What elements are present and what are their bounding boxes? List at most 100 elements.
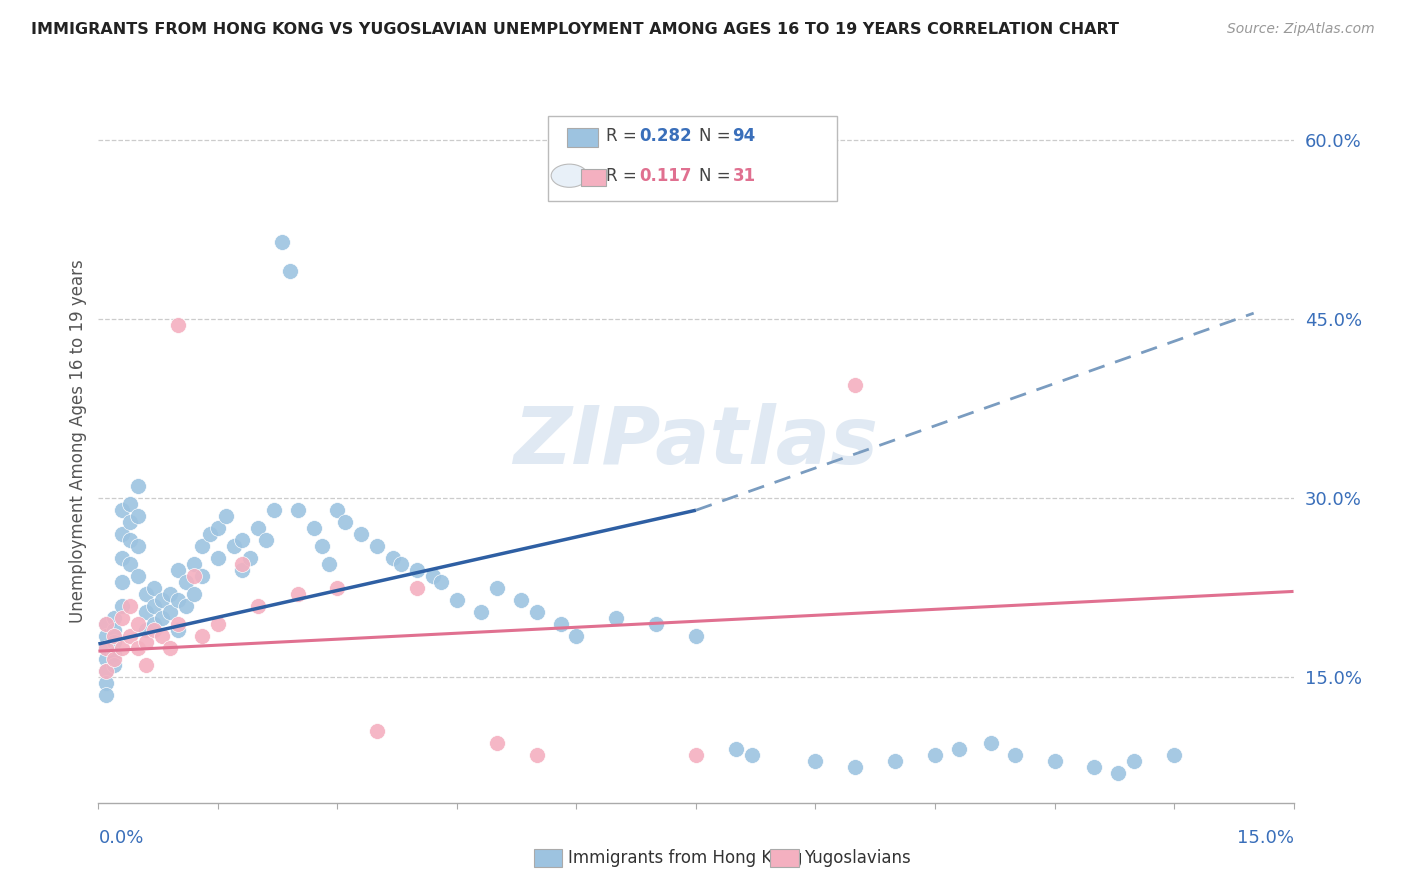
Point xyxy=(804,754,827,768)
Point xyxy=(111,599,134,613)
Point xyxy=(183,569,205,583)
Text: Immigrants from Hong Kong: Immigrants from Hong Kong xyxy=(568,849,803,867)
Point xyxy=(135,605,157,619)
Point xyxy=(159,605,181,619)
Point xyxy=(127,569,149,583)
Point xyxy=(741,747,763,762)
Point xyxy=(924,747,946,762)
Point xyxy=(550,616,572,631)
Point xyxy=(96,689,118,703)
Point xyxy=(191,569,214,583)
Point xyxy=(120,557,142,571)
Point xyxy=(430,574,453,589)
Point xyxy=(120,629,142,643)
Point xyxy=(103,647,125,661)
Point xyxy=(111,527,134,541)
Point xyxy=(215,509,238,524)
Point xyxy=(318,557,340,571)
Text: N =: N = xyxy=(699,128,735,145)
Point xyxy=(167,318,190,332)
Point xyxy=(127,479,149,493)
Point xyxy=(111,551,134,566)
Point xyxy=(422,569,444,583)
Point xyxy=(143,581,166,595)
Point xyxy=(135,634,157,648)
Point xyxy=(526,747,548,762)
Point xyxy=(246,599,269,613)
Point xyxy=(1123,754,1146,768)
Point xyxy=(174,574,197,589)
Text: ZIPatlas: ZIPatlas xyxy=(513,402,879,481)
Text: Yugoslavians: Yugoslavians xyxy=(804,849,911,867)
Point xyxy=(183,587,205,601)
Point xyxy=(485,736,508,750)
Point xyxy=(143,599,166,613)
Text: R =: R = xyxy=(606,167,643,185)
Point xyxy=(254,533,277,547)
Point xyxy=(326,581,349,595)
Point xyxy=(844,377,866,392)
Point xyxy=(366,539,388,553)
Point xyxy=(287,503,309,517)
Point xyxy=(183,557,205,571)
Point xyxy=(143,616,166,631)
Point xyxy=(127,640,149,655)
Point xyxy=(1107,766,1129,780)
Point xyxy=(287,587,309,601)
Point xyxy=(326,503,349,517)
Point xyxy=(96,665,118,679)
Point xyxy=(150,610,173,624)
Text: IMMIGRANTS FROM HONG KONG VS YUGOSLAVIAN UNEMPLOYMENT AMONG AGES 16 TO 19 YEARS : IMMIGRANTS FROM HONG KONG VS YUGOSLAVIAN… xyxy=(31,22,1119,37)
Point xyxy=(207,616,229,631)
Point xyxy=(311,539,333,553)
Text: 31: 31 xyxy=(733,167,755,185)
Text: 94: 94 xyxy=(733,128,756,145)
Point xyxy=(470,605,492,619)
Point xyxy=(231,533,253,547)
Point xyxy=(485,581,508,595)
Text: 0.0%: 0.0% xyxy=(98,829,143,847)
Point xyxy=(167,563,190,577)
Point xyxy=(111,610,134,624)
Point xyxy=(366,724,388,739)
Point xyxy=(127,539,149,553)
Point xyxy=(239,551,262,566)
Point xyxy=(270,235,292,249)
Point xyxy=(103,623,125,637)
Point xyxy=(103,652,125,666)
Point xyxy=(406,581,429,595)
Point xyxy=(446,592,468,607)
Point xyxy=(96,640,118,655)
Point xyxy=(222,539,245,553)
Point xyxy=(207,521,229,535)
Point xyxy=(884,754,907,768)
Point xyxy=(389,557,412,571)
Point xyxy=(278,264,301,278)
Text: Source: ZipAtlas.com: Source: ZipAtlas.com xyxy=(1227,22,1375,37)
Point xyxy=(350,527,373,541)
Point xyxy=(685,747,707,762)
Point xyxy=(1043,754,1066,768)
Point xyxy=(167,592,190,607)
Point xyxy=(103,629,125,643)
Text: R =: R = xyxy=(606,128,643,145)
Point xyxy=(96,616,118,631)
Point xyxy=(1004,747,1026,762)
Point xyxy=(191,629,214,643)
Point xyxy=(980,736,1002,750)
Y-axis label: Unemployment Among Ages 16 to 19 years: Unemployment Among Ages 16 to 19 years xyxy=(69,260,87,624)
Point xyxy=(96,640,118,655)
Point xyxy=(150,592,173,607)
Point xyxy=(96,652,118,666)
Text: 15.0%: 15.0% xyxy=(1236,829,1294,847)
Point xyxy=(103,634,125,648)
Text: 0.282: 0.282 xyxy=(640,128,692,145)
Point xyxy=(167,616,190,631)
Point xyxy=(135,623,157,637)
Point xyxy=(844,760,866,774)
Point xyxy=(246,521,269,535)
Point xyxy=(948,742,970,756)
Point xyxy=(127,509,149,524)
Point xyxy=(207,551,229,566)
Point xyxy=(120,515,142,529)
